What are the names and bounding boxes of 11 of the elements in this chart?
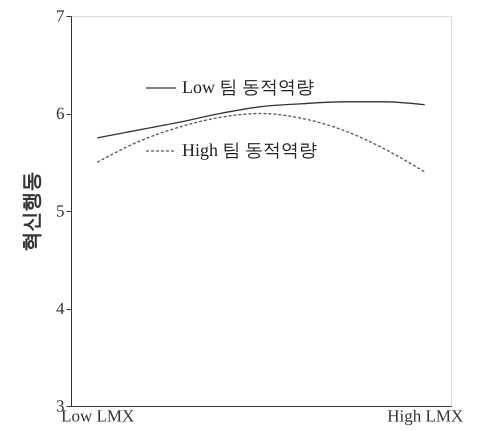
legend-label: Low 팀 동적역량 [182,77,314,97]
x-tick-label: High LMX [387,406,464,426]
legend-label: High 팀 동적역량 [182,140,317,160]
y-axis-title: 혁신행동 [19,172,43,252]
y-tick-label: 4 [56,299,65,318]
y-tick-label: 3 [56,396,64,416]
y-tick-label: 5 [56,202,64,220]
y-tick-label: 7 [56,6,65,26]
line-series [96,101,426,139]
line-series [96,112,426,173]
y-tick-label: 6 [56,104,64,123]
